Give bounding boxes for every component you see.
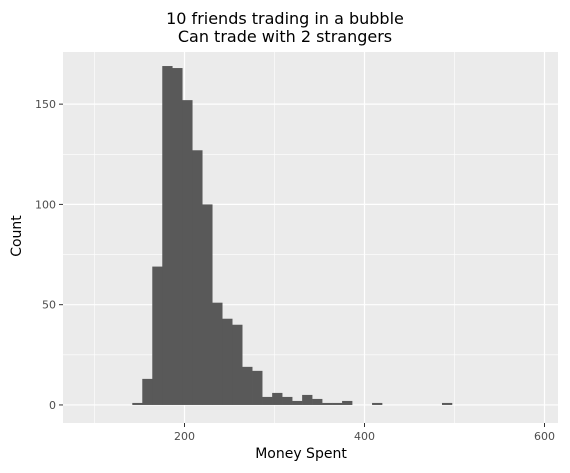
histogram-bars — [132, 66, 453, 405]
histogram-bar — [292, 400, 303, 405]
histogram-bar — [152, 266, 163, 405]
histogram-bar — [172, 68, 183, 405]
histogram-bar — [232, 324, 243, 405]
y-tick-label: 150 — [35, 98, 56, 111]
y-tick-label: 100 — [35, 198, 56, 211]
x-axis: 200 400 600 — [174, 423, 555, 443]
x-axis-title: Money Spent — [255, 446, 347, 462]
x-tick-label: 200 — [174, 430, 195, 443]
histogram-bar — [262, 396, 273, 405]
histogram-bar — [252, 370, 263, 405]
y-axis: 0 50 100 150 — [35, 98, 63, 412]
histogram-bar — [142, 378, 153, 405]
histogram-bar — [272, 392, 283, 405]
histogram-bar — [312, 398, 323, 405]
y-tick-label: 0 — [49, 399, 56, 412]
histogram-bar — [202, 204, 213, 405]
histogram-bar — [372, 402, 383, 405]
histogram-bar — [282, 396, 293, 405]
histogram-bar — [132, 402, 143, 405]
y-axis-title: Count — [9, 215, 25, 257]
x-tick-label: 400 — [354, 430, 375, 443]
histogram-bar — [322, 402, 333, 405]
histogram-bar — [332, 402, 343, 405]
histogram-bar — [222, 318, 233, 405]
chart-subtitle: Can trade with 2 strangers — [177, 27, 393, 46]
histogram-bar — [182, 100, 193, 405]
histogram-bar — [242, 366, 253, 405]
minor-gridlines — [63, 52, 558, 423]
histogram-bar — [441, 402, 453, 405]
x-tick-label: 600 — [534, 430, 555, 443]
histogram-bar — [212, 302, 223, 405]
histogram-bar — [342, 400, 353, 405]
y-tick-label: 50 — [42, 299, 56, 312]
chart-title: 10 friends trading in a bubble — [166, 9, 404, 28]
histogram-bar — [192, 150, 203, 405]
plot-panel — [63, 52, 558, 423]
histogram-bar — [302, 394, 313, 405]
histogram-bar — [162, 66, 173, 405]
